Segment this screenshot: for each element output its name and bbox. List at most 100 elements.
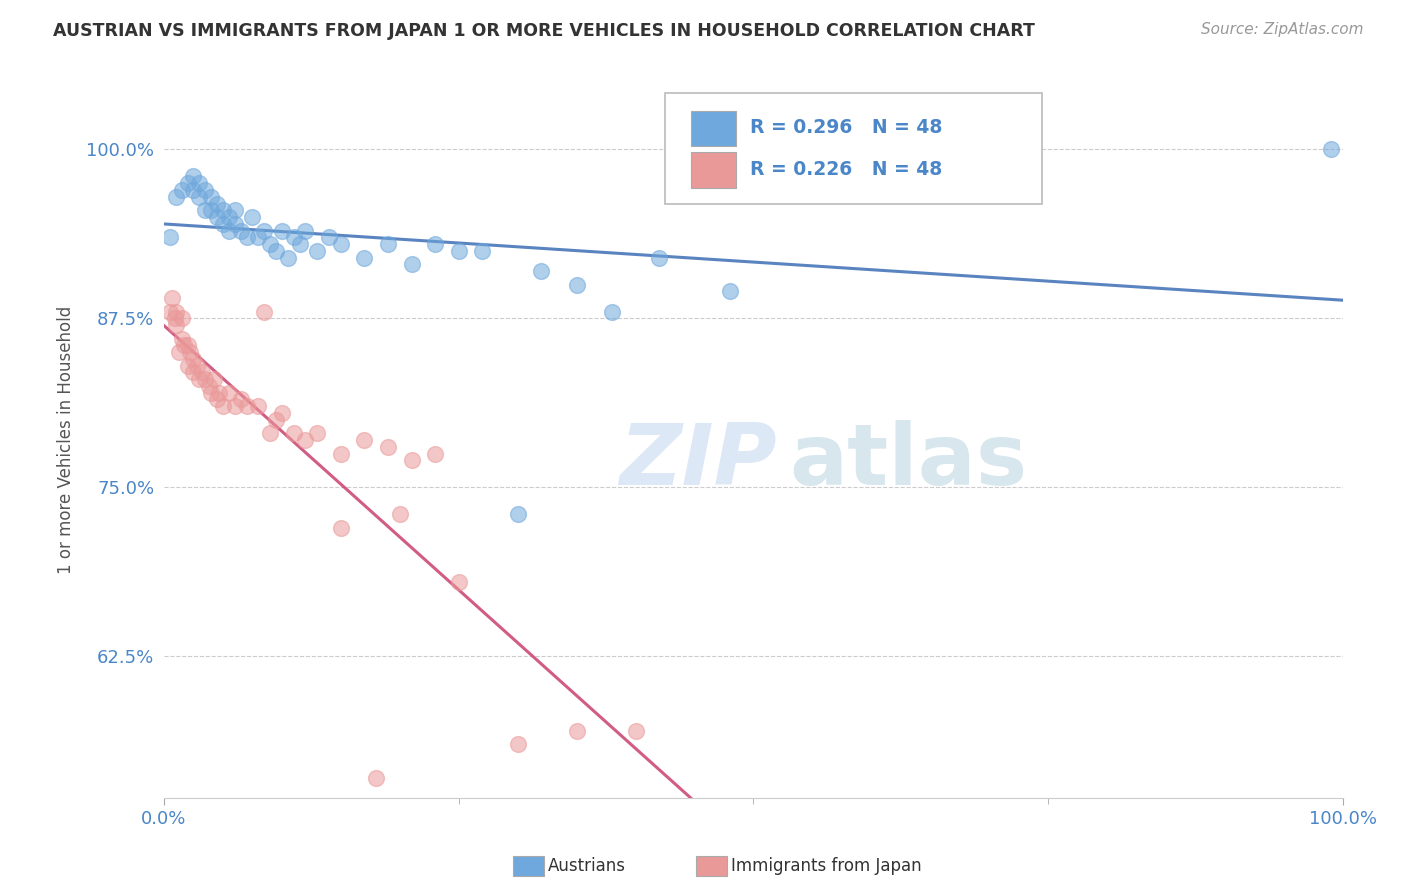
Text: R = 0.296   N = 48: R = 0.296 N = 48 [749,118,942,136]
Point [271,406,294,420]
Point [425,446,447,460]
Point [188,190,211,204]
Point [294,433,316,447]
Point [425,237,447,252]
Point [176,176,198,190]
Point [377,237,399,252]
Point [447,574,470,589]
Point [388,508,411,522]
Point [200,385,222,400]
Text: Source: ZipAtlas.com: Source: ZipAtlas.com [1201,22,1364,37]
Point [194,183,217,197]
Point [205,392,228,407]
Point [247,230,270,244]
Point [159,304,181,318]
Point [253,223,276,237]
Point [183,183,205,197]
Text: atlas: atlas [789,420,1028,503]
Point [353,251,375,265]
Point [176,359,198,373]
Point [624,723,647,738]
Point [307,244,329,258]
Point [318,230,340,244]
Point [235,399,257,413]
Point [353,433,375,447]
Point [212,203,235,218]
Point [165,304,187,318]
Point [229,223,252,237]
Text: ZIP: ZIP [620,420,778,503]
Point [224,399,246,413]
Point [283,426,305,441]
Point [205,196,228,211]
Point [212,217,235,231]
Point [294,223,316,237]
Point [163,311,186,326]
Point [202,372,225,386]
Point [208,385,231,400]
Point [242,210,264,224]
Point [277,251,299,265]
Text: Immigrants from Japan: Immigrants from Japan [731,857,922,875]
Point [329,521,352,535]
Point [198,379,221,393]
Point [194,203,217,218]
Point [173,338,195,352]
Bar [690,153,735,188]
Text: R = 0.226   N = 48: R = 0.226 N = 48 [749,160,942,178]
Point [600,304,623,318]
Point [329,237,352,252]
Point [718,285,741,299]
Point [212,399,235,413]
Point [183,351,205,366]
FancyBboxPatch shape [665,93,1042,203]
Text: AUSTRIAN VS IMMIGRANTS FROM JAPAN 1 OR MORE VEHICLES IN HOUSEHOLD CORRELATION CH: AUSTRIAN VS IMMIGRANTS FROM JAPAN 1 OR M… [53,22,1035,40]
Point [179,345,201,359]
Point [283,230,305,244]
Point [165,318,187,333]
Point [401,453,423,467]
Point [169,345,191,359]
Point [186,359,208,373]
Point [205,210,228,224]
Point [471,244,494,258]
Point [366,771,388,785]
Point [224,203,246,218]
Point [188,176,211,190]
Point [506,737,529,751]
Point [565,277,588,292]
Point [176,338,198,352]
Point [165,190,187,204]
Point [224,217,246,231]
Point [264,413,287,427]
Point [159,230,181,244]
Point [648,251,671,265]
Point [188,372,211,386]
Point [229,392,252,407]
Point [329,446,352,460]
Point [200,203,222,218]
Point [1320,143,1343,157]
Point [271,223,294,237]
Point [170,332,193,346]
Bar [690,111,735,146]
Point [447,244,470,258]
Point [218,385,240,400]
Point [259,426,281,441]
Point [264,244,287,258]
Point [259,237,281,252]
Point [401,257,423,271]
Point [194,372,217,386]
Point [506,508,529,522]
Point [162,291,184,305]
Point [170,311,193,326]
Point [530,264,553,278]
Y-axis label: 1 or more Vehicles in Household: 1 or more Vehicles in Household [58,306,75,574]
Point [183,169,205,184]
Point [170,183,193,197]
Point [288,237,311,252]
Text: Austrians: Austrians [548,857,626,875]
Point [565,723,588,738]
Point [200,190,222,204]
Point [218,223,240,237]
